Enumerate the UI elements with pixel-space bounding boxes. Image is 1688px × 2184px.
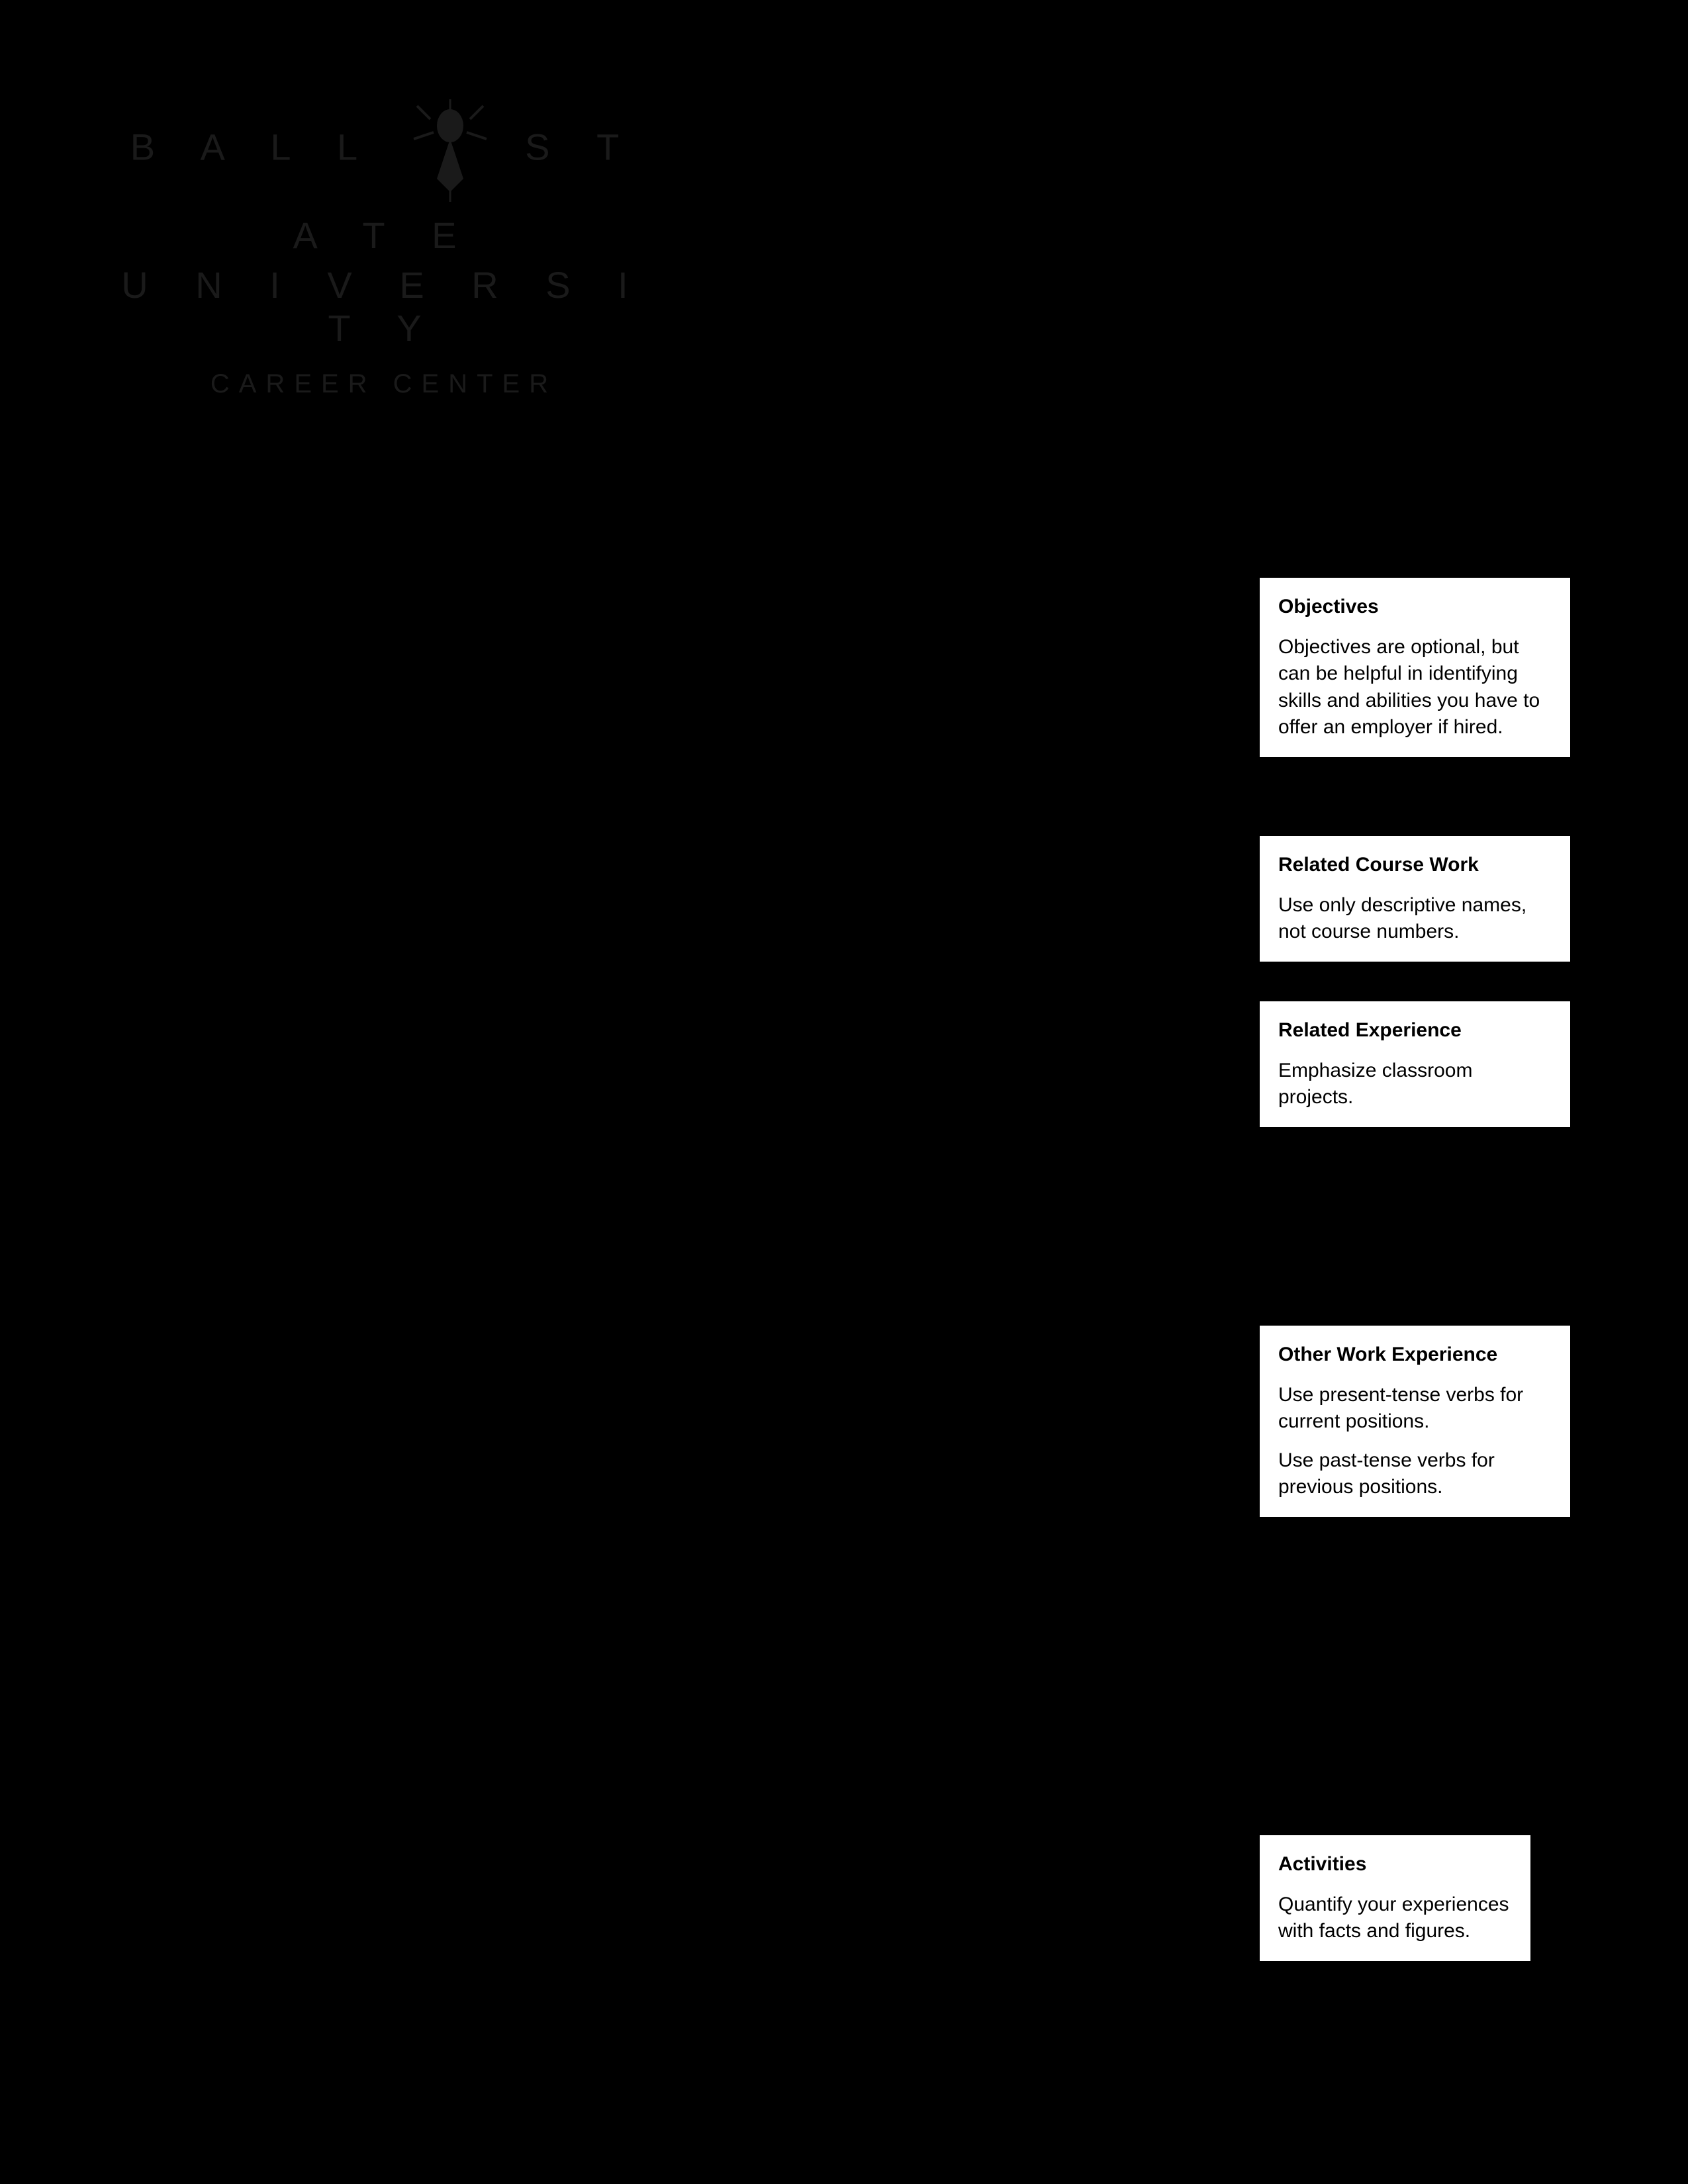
callout-objectives: Objectives Objectives are optional, but … [1258,576,1572,759]
callout-text: Objectives are optional, but can be help… [1278,634,1552,741]
callout-text: Emphasize classroom projects. [1278,1058,1552,1111]
logo-figure-icon [404,86,496,214]
callout-title: Related Course Work [1278,852,1552,879]
logo-subtitle: CAREER CENTER [119,369,649,399]
callout-title: Objectives [1278,594,1552,621]
callout-title: Related Experience [1278,1017,1552,1044]
logo-line-1: B A L L S T A T E [119,86,649,257]
callout-title: Activities [1278,1851,1512,1878]
callout-title: Other Work Experience [1278,1342,1552,1369]
callout-text: Quantify your experiences with facts and… [1278,1891,1512,1945]
logo-text-ball: B A L L [130,126,375,167]
callout-text: Use only descriptive names, not course n… [1278,892,1552,946]
callout-related-experience: Related Experience Emphasize classroom p… [1258,999,1572,1129]
callout-text: Use past-tense verbs for previous positi… [1278,1447,1552,1501]
callout-related-course-work: Related Course Work Use only descriptive… [1258,834,1572,964]
callout-other-work-experience: Other Work Experience Use present-tense … [1258,1324,1572,1519]
callout-activities: Activities Quantify your experiences wit… [1258,1833,1532,1963]
logo-line-2: U N I V E R S I T Y [119,263,649,349]
callout-text: Use present-tense verbs for current posi… [1278,1382,1552,1435]
university-logo: B A L L S T A T E U N I V E R S I T Y CA… [119,86,649,399]
